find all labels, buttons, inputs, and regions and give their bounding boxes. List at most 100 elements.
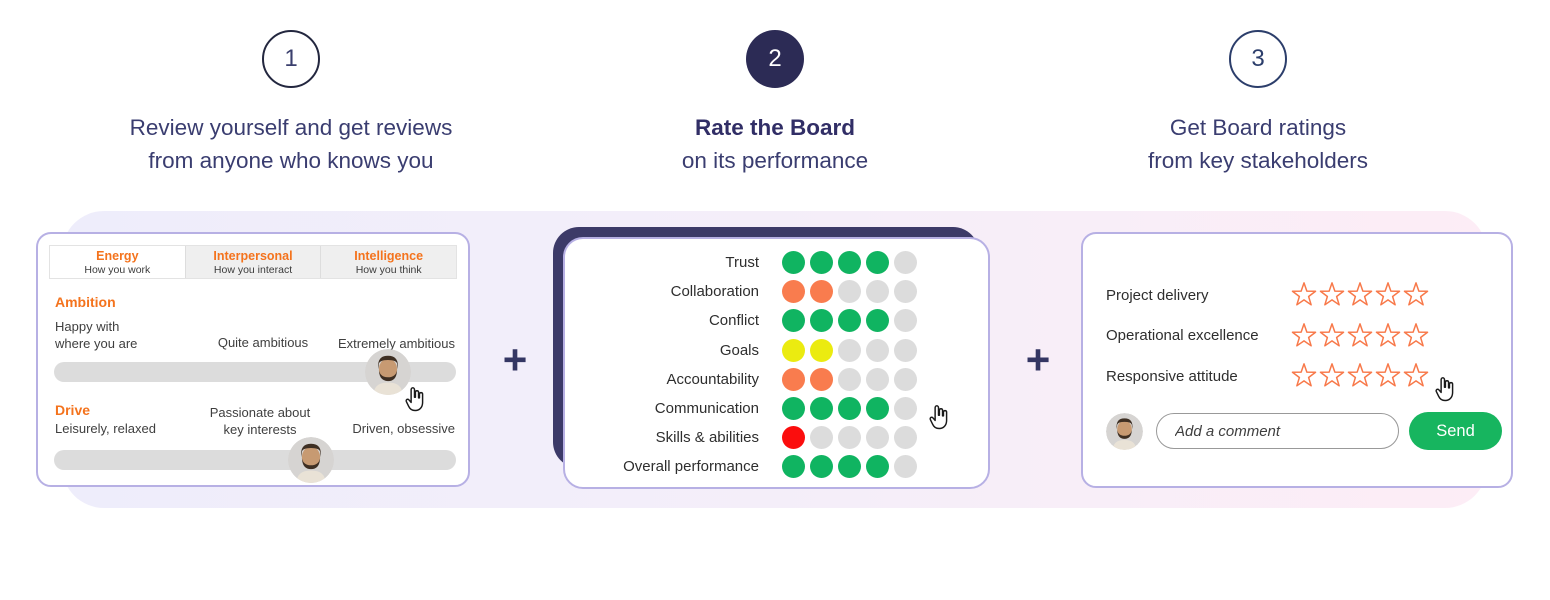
rating-dot[interactable]: [838, 251, 861, 275]
rating-dot[interactable]: [810, 338, 833, 362]
rating-dot[interactable]: [782, 397, 805, 421]
tab-energy-subtitle: How you work: [84, 263, 151, 276]
star-icon[interactable]: [1402, 322, 1430, 350]
rating-dot[interactable]: [782, 338, 805, 362]
ambition-left-label: Happy with where you are: [55, 318, 137, 352]
star-icon[interactable]: [1346, 281, 1374, 309]
drive-mid-label-line1: Passionate about: [209, 405, 311, 420]
pointer-cursor-icon: [1431, 376, 1458, 403]
rating-dot[interactable]: [894, 367, 917, 391]
star-icon[interactable]: [1290, 281, 1318, 309]
rating-dot[interactable]: [894, 251, 917, 275]
rating-dot[interactable]: [838, 338, 861, 362]
tab-interpersonal-title: Interpersonal: [213, 248, 293, 263]
tab-interpersonal-subtitle: How you interact: [213, 263, 293, 276]
star-icon[interactable]: [1374, 322, 1402, 350]
rating-dot[interactable]: [838, 280, 861, 304]
tab-interpersonal[interactable]: Interpersonal How you interact: [185, 246, 322, 278]
step-1-number: 1: [284, 45, 298, 72]
rating-dot[interactable]: [866, 397, 889, 421]
rating-dot[interactable]: [810, 426, 833, 450]
rating-dot[interactable]: [838, 309, 861, 333]
drive-slider[interactable]: [54, 437, 456, 483]
rating-dot[interactable]: [866, 309, 889, 333]
person-avatar-image: [288, 437, 335, 483]
rating-dot[interactable]: [866, 426, 889, 450]
rating-dot[interactable]: [782, 367, 805, 391]
tab-energy[interactable]: Energy How you work: [50, 246, 186, 278]
send-button[interactable]: Send: [1409, 412, 1502, 450]
rating-dot[interactable]: [894, 397, 917, 421]
ambition-slider[interactable]: [54, 349, 456, 395]
rating-dot[interactable]: [838, 367, 861, 391]
star-icon[interactable]: [1346, 362, 1374, 390]
rating-dot[interactable]: [894, 455, 917, 479]
step-1-circle: 1: [262, 30, 320, 88]
avatar[interactable]: [288, 437, 335, 483]
step-3-caption-line1: Get Board ratings: [1169, 115, 1347, 140]
rating-dot[interactable]: [838, 397, 861, 421]
stakeholder-rating-rows: Project delivery Operational excellence Re…: [1106, 275, 1501, 397]
star-icon[interactable]: [1402, 362, 1430, 390]
star-icon[interactable]: [1374, 281, 1402, 309]
rating-dot[interactable]: [866, 338, 889, 362]
rating-dot[interactable]: [894, 309, 917, 333]
avatar: [1106, 413, 1143, 450]
step-2-number: 2: [768, 45, 782, 72]
trait-tabs: Energy How you work Interpersonal How yo…: [49, 245, 457, 279]
rating-row: Goals: [565, 336, 988, 365]
avatar[interactable]: [364, 349, 411, 395]
board-rating-rows: Trust Collaboration Conflict Goals Accountab…: [565, 248, 988, 482]
rating-dot[interactable]: [866, 455, 889, 479]
tab-energy-title: Energy: [96, 248, 139, 263]
rating-dot[interactable]: [810, 367, 833, 391]
rating-dot[interactable]: [866, 251, 889, 275]
step-1-caption: Review yourself and get reviews from any…: [101, 111, 481, 177]
rating-dot[interactable]: [838, 426, 861, 450]
star-icon[interactable]: [1318, 322, 1346, 350]
person-avatar-image: [364, 349, 411, 395]
step-2-circle: 2: [746, 30, 804, 88]
rating-dot[interactable]: [810, 397, 833, 421]
rating-dot[interactable]: [782, 280, 805, 304]
step-3-caption: Get Board ratings from key stakeholders: [1085, 111, 1431, 177]
drive-mid-label-line2: key interests: [223, 422, 297, 437]
rating-row: Skills & abilities: [565, 423, 988, 452]
rating-dot[interactable]: [782, 426, 805, 450]
rating-dot[interactable]: [782, 251, 805, 275]
rating-dot[interactable]: [894, 280, 917, 304]
rating-dot[interactable]: [838, 455, 861, 479]
rating-dot[interactable]: [782, 455, 805, 479]
trait-ambition-label: Ambition: [55, 294, 116, 310]
rating-dot[interactable]: [782, 309, 805, 333]
pointer-cursor-icon: [925, 404, 952, 431]
tab-intelligence-subtitle: How you think: [355, 263, 422, 276]
star-icon[interactable]: [1374, 362, 1402, 390]
star-row-label: Operational excellence: [1106, 327, 1259, 345]
rating-dot[interactable]: [866, 280, 889, 304]
star-icon[interactable]: [1290, 322, 1318, 350]
rating-dot[interactable]: [894, 338, 917, 362]
star-icon[interactable]: [1318, 281, 1346, 309]
rating-dot[interactable]: [810, 251, 833, 275]
self-review-card: Energy How you work Interpersonal How yo…: [36, 232, 470, 487]
ambition-mid-label: Quite ambitious: [217, 335, 309, 350]
star-icon[interactable]: [1346, 322, 1374, 350]
comment-input[interactable]: [1156, 413, 1399, 449]
rating-dot[interactable]: [810, 309, 833, 333]
rating-dot[interactable]: [810, 455, 833, 479]
star-icon[interactable]: [1402, 281, 1430, 309]
person-avatar-image: [1106, 413, 1143, 450]
star-icon[interactable]: [1318, 362, 1346, 390]
star-rating-row: Project delivery: [1106, 275, 1501, 316]
rating-row: Collaboration: [565, 277, 988, 306]
rating-dot[interactable]: [894, 426, 917, 450]
rating-dot[interactable]: [810, 280, 833, 304]
rating-dots: [782, 251, 917, 275]
tab-intelligence[interactable]: Intelligence How you think: [321, 246, 457, 278]
star-icon[interactable]: [1290, 362, 1318, 390]
step-1-caption-line2: from anyone who knows you: [148, 148, 434, 173]
rating-dot[interactable]: [866, 367, 889, 391]
rating-row-label: Communication: [654, 400, 759, 418]
rating-dots: [782, 309, 917, 333]
